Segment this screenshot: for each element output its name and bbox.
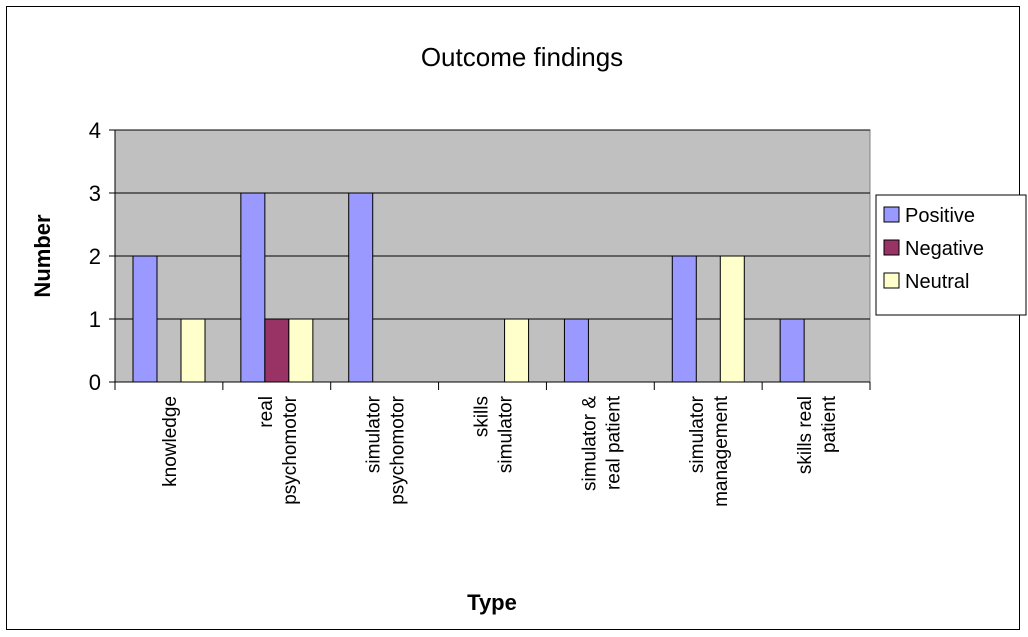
category-label-line: patient <box>819 395 840 453</box>
legend: Positive Negative Neutral <box>875 194 1027 316</box>
x-category-labels: knowledge real psychomotor simulator psychom… <box>160 395 840 507</box>
category-label-line: simulator <box>364 395 385 473</box>
y-tick-label: 2 <box>89 244 101 269</box>
bar-negative <box>264 318 290 383</box>
category-label-line: simulator <box>687 395 708 473</box>
bar-positive <box>671 255 697 383</box>
category-label: simulator & real patient <box>579 395 624 491</box>
y-tick-label: 4 <box>89 118 101 143</box>
bar-positive <box>779 318 805 383</box>
legend-label-negative: Negative <box>905 238 984 260</box>
legend-box <box>875 194 1027 316</box>
category-label-line: psychomotor <box>280 395 301 504</box>
bar-neutral <box>719 255 745 383</box>
category-label-line: psychomotor <box>388 395 409 504</box>
y-tick-label: 3 <box>89 181 101 206</box>
bar-neutral <box>180 318 206 383</box>
legend-swatch-positive <box>883 206 900 223</box>
category-label-line: simulator <box>496 395 517 473</box>
category-label: simulator management <box>687 395 732 507</box>
legend-label-neutral: Neutral <box>905 271 969 293</box>
category-label-line: knowledge <box>160 396 181 487</box>
category-label: skills simulator <box>472 395 517 473</box>
category-label-line: management <box>711 395 732 507</box>
category-label-line: real <box>256 396 277 428</box>
bar-positive <box>132 255 158 383</box>
category-label-line: simulator & <box>579 396 600 491</box>
category-label: skills real patient <box>795 395 840 474</box>
legend-swatch-neutral <box>883 272 900 289</box>
legend-label-positive: Positive <box>905 205 975 227</box>
x-axis-label: Type <box>467 590 517 615</box>
category-label: knowledge <box>160 396 181 487</box>
bar-positive <box>348 192 374 383</box>
axes <box>109 129 871 390</box>
bars <box>132 192 805 383</box>
y-tick-labels: 0 1 2 3 4 <box>89 118 101 395</box>
legend-swatch-negative <box>883 239 900 256</box>
y-tick-label: 0 <box>89 370 101 395</box>
bar-neutral <box>504 318 530 383</box>
category-label-line: real patient <box>603 395 624 490</box>
category-label-line: skills real <box>795 396 816 474</box>
y-tick-label: 1 <box>89 307 101 332</box>
y-axis-label: Number <box>30 214 55 298</box>
category-label-line: skills <box>472 396 493 437</box>
bar-positive <box>563 318 589 383</box>
category-label: real psychomotor <box>256 395 301 504</box>
bar-neutral <box>288 318 314 383</box>
bar-positive <box>240 192 266 383</box>
chart-title: Outcome findings <box>421 42 623 72</box>
category-label: simulator psychomotor <box>364 395 409 504</box>
